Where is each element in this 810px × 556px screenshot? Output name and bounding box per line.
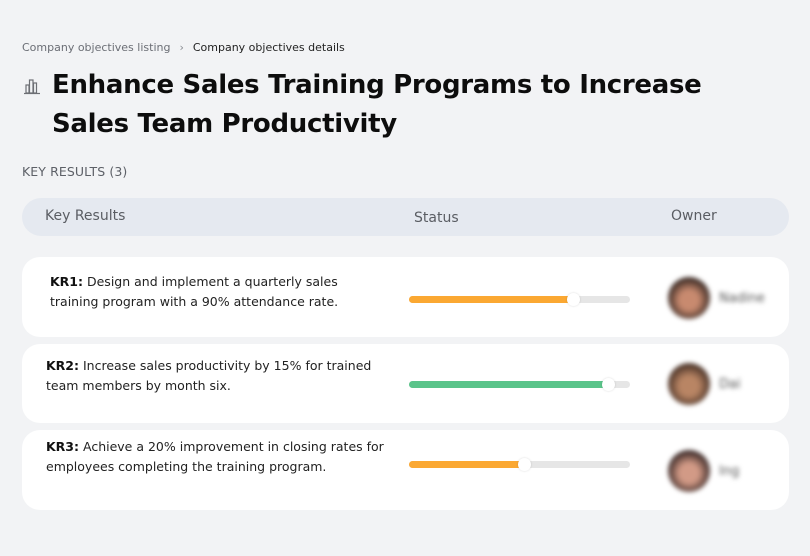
owner[interactable]: Ing (668, 450, 739, 492)
breadcrumb-link-listing[interactable]: Company objectives listing (22, 41, 171, 54)
key-results-count-label: KEY RESULTS (3) (22, 164, 128, 179)
key-result-id: KR3: (46, 439, 80, 454)
owner-name: Nadine (719, 290, 765, 306)
breadcrumb-current: Company objectives details (192, 41, 345, 54)
key-result-row[interactable]: KR1: Design and implement a quarterly sa… (22, 257, 789, 337)
owner[interactable]: Dai (668, 363, 741, 405)
page-title: Enhance Sales Training Programs to Incre… (52, 70, 702, 139)
table-header: Key Results Status Owner (22, 198, 789, 236)
avatar (668, 277, 710, 319)
key-result-row[interactable]: KR3: Achieve a 20% improvement in closin… (22, 430, 789, 510)
progress-thumb[interactable] (601, 378, 615, 391)
progress-fill (409, 296, 573, 303)
key-result-id: KR1: (50, 274, 84, 289)
progress-bar[interactable] (409, 293, 630, 306)
chevron-right-icon: › (179, 41, 184, 54)
key-result-description: Design and implement a quarterly sales t… (50, 274, 339, 309)
progress-fill (409, 381, 608, 388)
owner[interactable]: Nadine (668, 277, 765, 319)
key-result-text: KR3: Achieve a 20% improvement in closin… (46, 437, 386, 477)
key-result-description: Achieve a 20% improvement in closing rat… (46, 439, 384, 474)
owner-name: Ing (719, 463, 740, 479)
progress-thumb[interactable] (566, 293, 580, 306)
key-result-text: KR1: Design and implement a quarterly sa… (50, 272, 390, 312)
key-result-id: KR2: (46, 358, 80, 373)
progress-thumb[interactable] (517, 458, 531, 471)
owner-name: Dai (719, 376, 741, 392)
key-result-text: KR2: Increase sales productivity by 15% … (46, 356, 386, 396)
avatar (668, 363, 710, 405)
breadcrumb: Company objectives listing › Company obj… (22, 40, 345, 56)
building-chart-icon (22, 76, 42, 96)
key-result-row[interactable]: KR2: Increase sales productivity by 15% … (22, 344, 789, 423)
column-header-key-results: Key Results (45, 208, 126, 224)
progress-bar[interactable] (409, 378, 630, 391)
column-header-owner: Owner (671, 208, 717, 224)
column-header-status: Status (414, 210, 459, 226)
progress-fill (409, 461, 524, 468)
progress-bar[interactable] (409, 458, 630, 471)
key-result-description: Increase sales productivity by 15% for t… (46, 358, 372, 393)
objective-header: Enhance Sales Training Programs to Incre… (22, 66, 762, 144)
avatar (668, 450, 710, 492)
